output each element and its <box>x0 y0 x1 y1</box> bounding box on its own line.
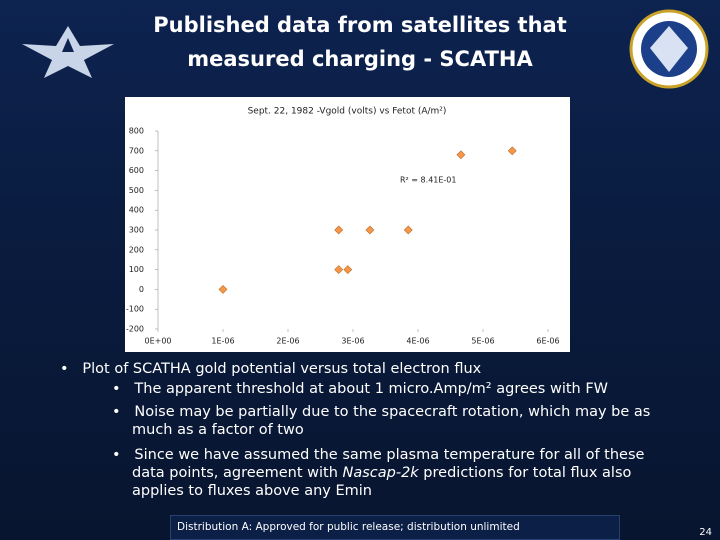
sub-bullet-text: Since we have assumed the same plasma te… <box>132 447 645 481</box>
y-tick-label: -100 <box>126 305 144 314</box>
y-tick-label: 400 <box>129 206 144 215</box>
bullet: • Plot of SCATHA gold potential versus t… <box>60 361 482 377</box>
title-line: measured charging - SCATHA <box>187 47 533 71</box>
y-tick-label: 200 <box>129 245 144 254</box>
bullet-text: Plot of SCATHA gold potential versus tot… <box>82 361 482 377</box>
sub-bullet-text: The apparent threshold at about 1 micro.… <box>134 381 609 397</box>
chart: Sept. 22, 1982 -Vgold (volts) vs Fetot (… <box>125 97 570 352</box>
point <box>507 146 517 156</box>
y-tick-label: 500 <box>129 186 144 195</box>
x-tick-label: 0E+00 <box>144 337 171 346</box>
chart-title: Sept. 22, 1982 -Vgold (volts) vs Fetot (… <box>248 107 447 117</box>
point <box>334 225 344 235</box>
logo-right <box>629 9 709 89</box>
y-tick-label: 800 <box>129 127 144 136</box>
x-tick-label: 2E-06 <box>276 337 299 346</box>
y-tick-label: 700 <box>129 146 144 155</box>
sub-bullet-text: predictions for total flux also applies … <box>132 465 632 499</box>
sub-bullet: • The apparent threshold at about 1 micr… <box>112 381 609 397</box>
sub-bullet-text: Nascap-2k <box>342 465 419 481</box>
point <box>456 150 466 160</box>
title-line: Published data from satellites that <box>153 13 567 37</box>
x-tick-label: 5E-06 <box>471 337 494 346</box>
x-tick-label: 1E-06 <box>211 337 234 346</box>
slide-title: Published data from satellites that meas… <box>150 8 570 76</box>
x-tick-label: 4E-06 <box>406 337 429 346</box>
point <box>365 225 375 235</box>
y-tick-label: -200 <box>126 325 144 334</box>
y-tick-label: 300 <box>129 226 144 235</box>
page-number: 24 <box>699 527 712 538</box>
sub-bullet: • Noise may be partially due to the spac… <box>112 404 651 438</box>
point <box>343 265 353 275</box>
y-tick-label: 100 <box>129 265 144 274</box>
footer: Distribution A: Approved for public rele… <box>170 515 620 540</box>
sub-bullet: • Since we have assumed the same plasma … <box>112 447 645 499</box>
annotation: R² = 8.41E-01 <box>400 176 457 185</box>
y-tick-label: 0 <box>139 285 144 294</box>
point <box>403 225 413 235</box>
logo-left <box>22 26 114 78</box>
x-tick-label: 3E-06 <box>341 337 364 346</box>
point <box>218 284 228 294</box>
x-tick-label: 6E-06 <box>536 337 559 346</box>
y-tick-label: 600 <box>129 166 144 175</box>
point <box>334 265 344 275</box>
sub-bullet-text: Noise may be partially due to the spacec… <box>132 404 651 438</box>
